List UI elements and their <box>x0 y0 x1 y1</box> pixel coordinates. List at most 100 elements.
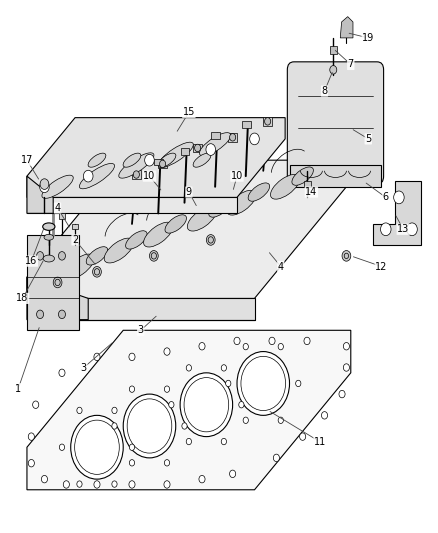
Ellipse shape <box>158 153 176 167</box>
Circle shape <box>186 365 191 371</box>
Text: 5: 5 <box>364 134 371 144</box>
Ellipse shape <box>158 142 193 167</box>
Circle shape <box>149 251 158 261</box>
Circle shape <box>129 459 134 466</box>
Polygon shape <box>339 17 352 38</box>
FancyBboxPatch shape <box>211 132 219 139</box>
Circle shape <box>40 179 49 189</box>
Circle shape <box>83 170 93 182</box>
Text: 9: 9 <box>185 187 191 197</box>
Circle shape <box>63 481 69 488</box>
Circle shape <box>206 235 215 245</box>
FancyBboxPatch shape <box>132 170 141 179</box>
Circle shape <box>380 223 390 236</box>
Circle shape <box>341 251 350 261</box>
Circle shape <box>299 433 305 440</box>
Circle shape <box>205 144 215 156</box>
Circle shape <box>243 417 248 424</box>
Polygon shape <box>27 118 285 197</box>
Text: 11: 11 <box>313 437 325 447</box>
Ellipse shape <box>104 238 133 263</box>
Circle shape <box>198 343 205 350</box>
Circle shape <box>28 433 34 440</box>
Circle shape <box>112 481 117 487</box>
Text: 8: 8 <box>321 86 327 96</box>
Circle shape <box>71 415 123 479</box>
Circle shape <box>58 252 65 260</box>
Circle shape <box>145 155 154 166</box>
Ellipse shape <box>199 133 230 156</box>
Circle shape <box>343 364 349 371</box>
Circle shape <box>225 380 230 386</box>
Polygon shape <box>27 330 350 490</box>
Ellipse shape <box>44 235 53 240</box>
Text: 1: 1 <box>15 384 21 394</box>
Text: 3: 3 <box>138 325 144 335</box>
Text: 14: 14 <box>304 187 317 197</box>
Circle shape <box>243 343 248 350</box>
Circle shape <box>32 401 39 408</box>
Circle shape <box>129 444 134 450</box>
Circle shape <box>77 481 82 487</box>
FancyBboxPatch shape <box>180 148 189 155</box>
Text: 10: 10 <box>230 171 243 181</box>
Ellipse shape <box>86 247 107 265</box>
Circle shape <box>221 365 226 371</box>
Circle shape <box>237 352 289 415</box>
FancyBboxPatch shape <box>303 181 310 187</box>
Circle shape <box>229 470 235 478</box>
Polygon shape <box>289 165 381 187</box>
Circle shape <box>112 423 117 429</box>
Circle shape <box>41 475 47 483</box>
Ellipse shape <box>291 167 313 185</box>
Circle shape <box>164 459 169 466</box>
Circle shape <box>343 343 349 350</box>
Circle shape <box>268 337 275 345</box>
Ellipse shape <box>65 254 94 279</box>
Ellipse shape <box>226 190 255 215</box>
Circle shape <box>28 459 34 467</box>
FancyBboxPatch shape <box>193 144 201 152</box>
FancyBboxPatch shape <box>154 159 162 165</box>
Ellipse shape <box>143 222 173 247</box>
Circle shape <box>303 337 309 345</box>
Circle shape <box>112 407 117 414</box>
FancyBboxPatch shape <box>241 122 250 128</box>
Circle shape <box>295 380 300 386</box>
Circle shape <box>278 343 283 350</box>
Ellipse shape <box>193 153 210 167</box>
Text: 7: 7 <box>347 60 353 69</box>
Ellipse shape <box>270 174 299 199</box>
Circle shape <box>94 353 100 361</box>
Circle shape <box>53 277 62 288</box>
Circle shape <box>186 438 191 445</box>
Text: 4: 4 <box>54 203 60 213</box>
Ellipse shape <box>119 153 154 178</box>
FancyBboxPatch shape <box>228 133 237 142</box>
Ellipse shape <box>187 206 216 231</box>
Ellipse shape <box>42 223 55 230</box>
Circle shape <box>129 386 134 392</box>
Circle shape <box>129 481 135 488</box>
Text: 15: 15 <box>182 107 194 117</box>
Polygon shape <box>372 181 420 245</box>
Circle shape <box>198 475 205 483</box>
Polygon shape <box>27 277 88 320</box>
Polygon shape <box>27 197 237 213</box>
Ellipse shape <box>42 175 73 198</box>
Circle shape <box>321 411 327 419</box>
Circle shape <box>94 481 100 488</box>
Text: 16: 16 <box>25 256 37 266</box>
Text: 3: 3 <box>81 362 87 373</box>
Circle shape <box>278 417 283 424</box>
Circle shape <box>249 133 259 145</box>
Circle shape <box>406 223 417 236</box>
Circle shape <box>233 337 240 345</box>
Text: 18: 18 <box>16 293 28 303</box>
Text: 12: 12 <box>374 262 387 271</box>
Circle shape <box>264 118 270 125</box>
Ellipse shape <box>165 215 186 233</box>
Ellipse shape <box>79 164 114 189</box>
Circle shape <box>329 66 336 74</box>
Text: 19: 19 <box>361 33 374 43</box>
